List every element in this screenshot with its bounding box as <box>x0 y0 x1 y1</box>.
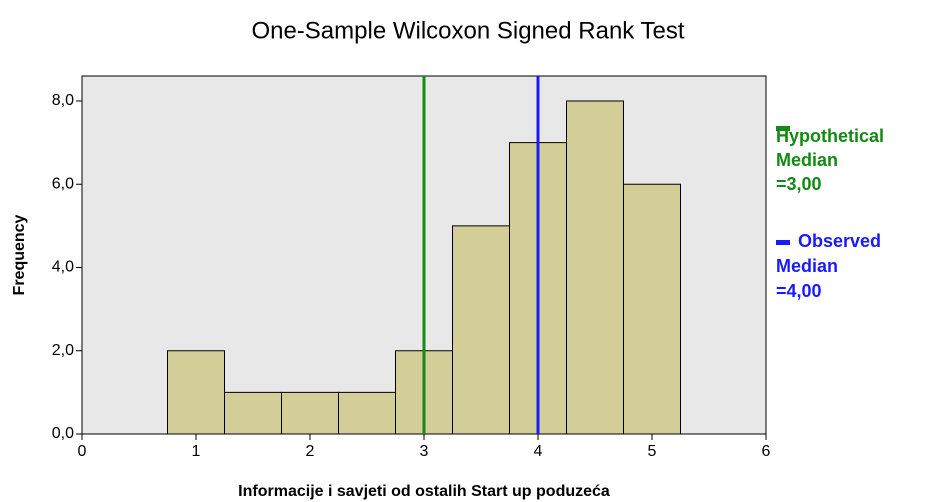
y-axis-label: Frequency <box>11 214 28 295</box>
x-tick-label: 1 <box>192 443 201 460</box>
y-tick-label: 0,0 <box>52 425 74 442</box>
legend-label: Median <box>776 256 838 276</box>
chart-title: One-Sample Wilcoxon Signed Rank Test <box>251 17 684 44</box>
legend-label: Hypothetical <box>776 126 884 146</box>
bar <box>224 391 282 435</box>
bar <box>167 350 225 435</box>
y-tick-label: 8,0 <box>52 92 74 109</box>
legend-label: =4,00 <box>776 281 822 301</box>
y-tick-label: 4,0 <box>52 259 74 276</box>
x-tick-label: 3 <box>420 443 429 460</box>
bar <box>623 183 681 435</box>
legend-swatch <box>776 240 790 245</box>
x-tick-label: 4 <box>534 443 543 460</box>
legend-label: Median <box>776 150 838 170</box>
bar <box>338 391 396 435</box>
y-tick-label: 6,0 <box>52 175 74 192</box>
bar <box>452 225 510 435</box>
legend-swatch <box>776 126 790 131</box>
x-tick-label: 0 <box>78 443 87 460</box>
bar <box>281 391 339 435</box>
legend-label: =3,00 <box>776 174 822 194</box>
x-tick-label: 2 <box>306 443 315 460</box>
y-tick-label: 2,0 <box>52 342 74 359</box>
x-tick-label: 5 <box>648 443 657 460</box>
x-tick-label: 6 <box>762 443 771 460</box>
x-axis-label: Informacije i savjeti od ostalih Start u… <box>238 483 610 500</box>
legend-label: Observed <box>798 231 881 251</box>
bar <box>566 100 624 435</box>
